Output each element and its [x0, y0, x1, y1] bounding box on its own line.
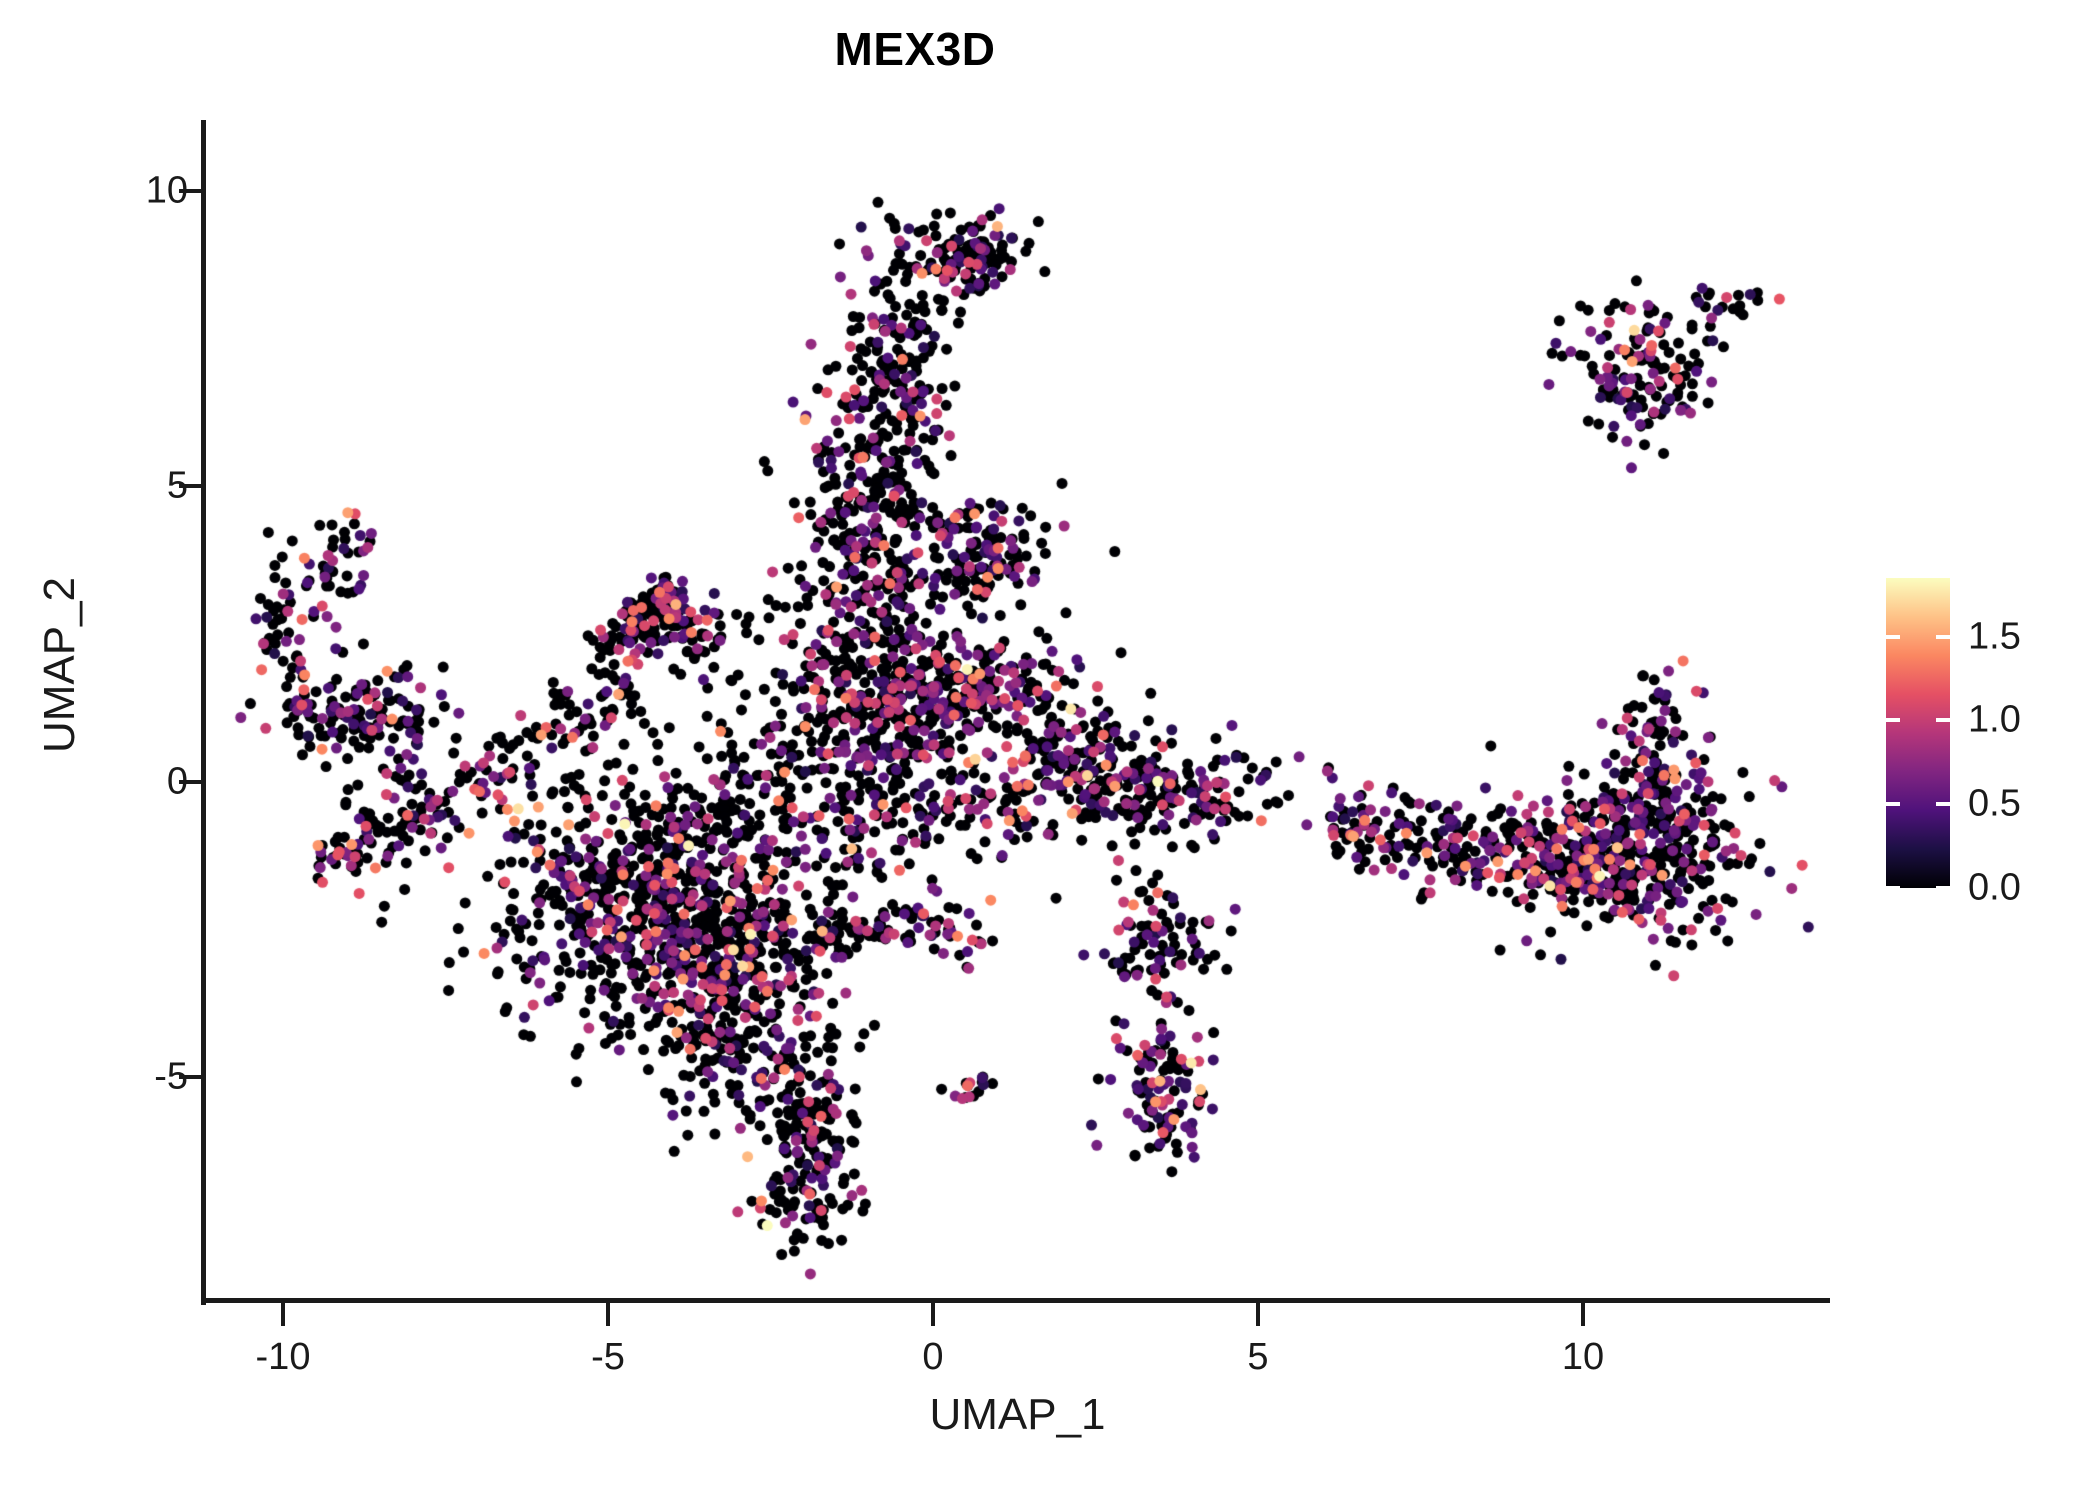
y-tick-label: -5	[154, 1055, 188, 1098]
x-tick-mark	[1581, 1303, 1585, 1326]
y-tick-label: 5	[166, 464, 188, 507]
x-tick-label: -5	[591, 1336, 625, 1378]
x-tick-label: 10	[1561, 1336, 1605, 1378]
color-legend-gradient-bar: 1.5 1.0 0.5 0.0	[1886, 578, 2021, 909]
legend-tick-mark	[1936, 718, 1950, 723]
legend-tick-mark	[1936, 802, 1950, 807]
scatter-panel	[205, 120, 1830, 1302]
y-tick-label: 10	[145, 169, 188, 212]
legend-tick-mark	[1936, 886, 1950, 890]
page-title: MEX3D	[834, 23, 996, 75]
legend-tick-mark	[1936, 634, 1950, 639]
x-tick-label: -10	[255, 1336, 311, 1378]
x-tick-mark	[931, 1303, 935, 1326]
legend-tick-mark	[1886, 718, 1900, 723]
x-tick-mark	[1256, 1303, 1260, 1326]
y-axis-line	[201, 120, 206, 1305]
scatter-plot-canvas	[205, 120, 1830, 1302]
color-legend: 1.5 1.0 0.5 0.0	[1886, 578, 2021, 909]
y-tick-mark	[179, 1075, 202, 1080]
x-axis-line	[201, 1298, 1830, 1303]
legend-tick-label: 0.5	[1968, 782, 2021, 825]
legend-tick-label: 1.0	[1968, 698, 2021, 741]
y-axis-title: UMAP_2	[35, 576, 84, 754]
y-tick-label: 0	[166, 760, 188, 803]
legend-tick-mark	[1886, 634, 1900, 639]
y-tick-mark	[179, 188, 202, 193]
legend-tick-mark	[1886, 886, 1900, 890]
x-axis-title: UMAP_1	[929, 1390, 1106, 1439]
legend-tick-mark	[1886, 802, 1900, 807]
x-tick-label: 5	[1247, 1336, 1269, 1378]
x-tick-label: 0	[922, 1336, 944, 1378]
legend-tick-label: 1.5	[1968, 615, 2021, 658]
legend-tick-label: 0.0	[1968, 866, 2021, 909]
x-tick-mark	[281, 1303, 285, 1326]
x-tick-mark	[606, 1303, 610, 1326]
y-tick-mark	[179, 484, 202, 489]
y-tick-mark	[179, 779, 202, 784]
